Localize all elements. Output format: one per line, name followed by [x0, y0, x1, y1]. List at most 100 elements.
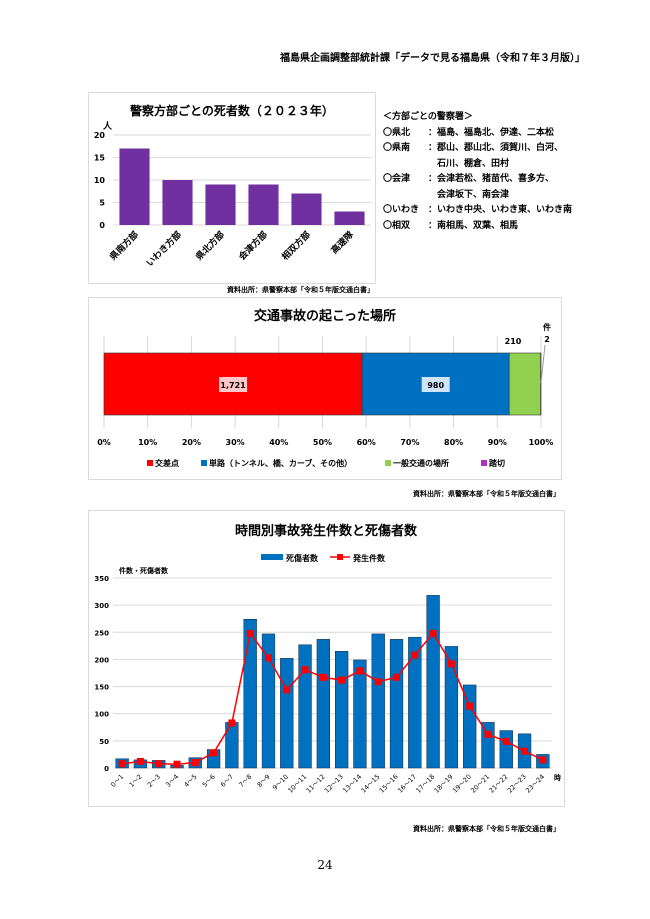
unit-label: 件 — [543, 322, 551, 332]
x-tick-label: 会津方部 — [236, 229, 270, 263]
x-tick-label: 14～15 — [360, 773, 382, 795]
legend-label: 交差点 — [155, 458, 179, 468]
bar — [298, 644, 312, 769]
station-list: 石川、棚倉、田村 — [428, 158, 510, 169]
station-row: 会津坂下、南会津 — [383, 188, 572, 204]
station-row: 〇いわき ：いわき中央、いわき東、いわき南 — [383, 203, 572, 219]
x-tick-label: 13～14 — [341, 773, 363, 795]
chart3-source: 資料出所：県警察本部「令和５年版交通白書」 — [413, 825, 560, 833]
station-area — [383, 157, 428, 173]
x-tick-label: 8～9 — [256, 773, 272, 789]
line-marker — [411, 651, 419, 659]
x-tick-label: 10% — [138, 438, 157, 447]
line-marker — [393, 673, 401, 681]
line-marker — [356, 667, 364, 675]
y-tick-label: 5 — [99, 199, 105, 208]
x-tick-label: 40% — [269, 438, 288, 447]
location-chart-box: 交通事故の起こった場所 0% 10% 20% 30% 40% 50% 60% 70% 80% 90%… — [88, 297, 562, 480]
x-tick-label: いわき方部 — [144, 229, 184, 269]
x-tick-label: 50% — [313, 438, 332, 447]
legend-label: 踏切 — [489, 458, 505, 468]
station-list: ：会津若松、猪苗代、喜多方、 — [428, 174, 555, 184]
legend-swatch — [201, 460, 207, 466]
station-list: ：いわき中央、いわき東、いわき南 — [428, 205, 573, 215]
x-tick-label: 80% — [444, 438, 463, 447]
page-number: 24 — [317, 858, 333, 872]
legend-label: 死傷者数 — [285, 553, 319, 563]
bar — [243, 619, 257, 769]
station-list: ：南相馬、双葉、相馬 — [428, 220, 519, 231]
y-axis-label: 件数・死傷者数 — [119, 566, 169, 575]
x-tick-label: 相双方部 — [279, 229, 313, 263]
bar — [444, 646, 459, 769]
bar-segment — [508, 352, 541, 416]
y-tick-label: 150 — [94, 684, 109, 692]
x-tick-label: 17～18 — [414, 773, 436, 795]
x-tick-label: 高速隊 — [328, 228, 356, 256]
x-tick-label: 70% — [400, 438, 419, 447]
line-marker — [539, 756, 547, 764]
x-tick-label: 3～4 — [164, 773, 180, 789]
x-tick-label: 30% — [226, 438, 245, 447]
data-label: 1,721 — [220, 381, 246, 390]
x-tick-label: 22～23 — [506, 773, 528, 795]
bar — [119, 148, 150, 225]
line-marker — [484, 730, 492, 738]
x-tick-label: 15～16 — [378, 773, 400, 795]
bar — [408, 636, 422, 769]
x-tick-label: 10～11 — [286, 773, 308, 795]
chart1-source: 資料出所：県警察本部「令和５年版交通白書」 — [227, 286, 374, 294]
y-axis-unit: 人 — [102, 120, 113, 132]
chart-title: 時間別事故発生件数と死傷者数 — [235, 523, 418, 539]
x-tick-label: 18～19 — [433, 773, 455, 795]
bar — [162, 180, 193, 225]
station-list: 会津坂下、南会津 — [428, 189, 510, 200]
station-row: 〇県南 ：郡山、郡山北、須賀川、白河、 — [383, 141, 572, 157]
station-row: 〇相双 ：南相馬、双葉、相馬 — [383, 219, 572, 235]
line-series — [122, 631, 544, 765]
line-marker — [264, 654, 272, 662]
line-marker — [191, 759, 199, 767]
x-tick-label: 0～1 — [109, 773, 125, 789]
legend-label: 単路（トンネル、橋、カーブ、その他） — [209, 458, 352, 468]
bar — [353, 659, 367, 769]
x-tick-label: 県南方部 — [107, 229, 141, 263]
station-area — [383, 188, 428, 204]
legend-swatch — [261, 554, 283, 560]
bar — [334, 651, 349, 769]
x-tick-label: 20% — [182, 438, 201, 447]
data-label: 980 — [427, 381, 444, 390]
line-marker — [228, 719, 236, 727]
fatalities-chart: 警察方部ごとの死者数（２０２３年） 人 0 5 10 15 20 県南方部 いわき方部 県北方部会… — [94, 103, 371, 269]
x-tick-label: 60% — [357, 438, 376, 447]
line-marker — [301, 666, 309, 674]
x-tick-label: 県北方部 — [193, 229, 227, 263]
x-axis-unit: 時 — [554, 773, 561, 782]
x-tick-label: 16～17 — [396, 773, 418, 795]
station-area: 〇県南 — [383, 143, 411, 153]
station-row: 石川、棚倉、田村 — [383, 157, 572, 173]
x-tick-label: 1～2 — [128, 773, 144, 789]
line-marker — [502, 737, 510, 745]
line-marker — [118, 760, 126, 768]
line-marker — [429, 629, 437, 637]
line-marker — [521, 747, 529, 755]
bar — [261, 633, 276, 769]
data-label-bg — [219, 377, 248, 392]
bar — [248, 184, 279, 225]
line-marker — [447, 660, 455, 668]
y-tick-label: 0 — [99, 221, 105, 230]
x-tick-label: 21～22 — [488, 773, 510, 795]
legend-label: 一般交通の場所 — [393, 458, 449, 468]
data-label-bg — [421, 377, 450, 392]
data-label: 210 — [505, 337, 522, 346]
x-tick-label: 0% — [97, 438, 111, 447]
bar — [389, 639, 404, 769]
y-tick-label: 0 — [104, 765, 109, 773]
x-tick-label: 12～13 — [323, 773, 345, 795]
station-area: 〇会津 — [383, 174, 411, 184]
x-tick-label: 4～5 — [182, 773, 198, 789]
y-tick-label: 20 — [94, 131, 106, 140]
